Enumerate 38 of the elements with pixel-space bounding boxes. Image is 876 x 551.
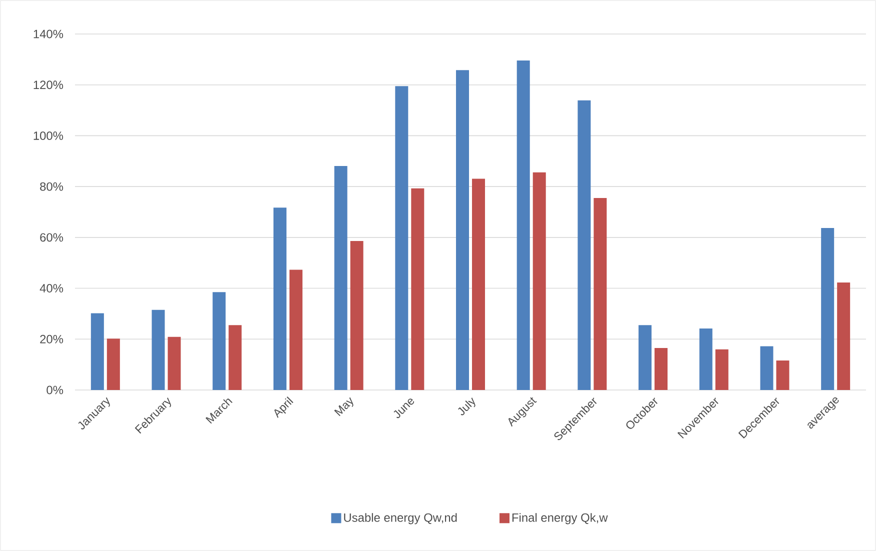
bar (776, 360, 790, 390)
x-tick-label: July (458, 398, 476, 416)
bar (715, 349, 728, 390)
bar (699, 328, 712, 390)
bar (654, 348, 668, 390)
bar (760, 346, 774, 390)
bar (212, 292, 226, 390)
bar (106, 338, 120, 390)
legend-label: Final energy Qk,w (512, 513, 608, 524)
bar (594, 198, 607, 390)
y-tick-label: 20% (40, 334, 64, 344)
bar (456, 70, 470, 390)
x-tick-label: May (334, 397, 354, 416)
y-tick-label: 120% (34, 80, 64, 90)
bar (90, 313, 104, 390)
y-tick-label: 0% (46, 386, 64, 394)
bar (152, 310, 165, 390)
bar (273, 208, 286, 390)
bar (638, 325, 652, 390)
bar (289, 270, 302, 390)
bar (350, 240, 364, 390)
y-tick-label: 40% (40, 284, 64, 293)
bar (516, 60, 530, 390)
bar (837, 282, 850, 390)
y-tick-label: 60% (40, 233, 64, 242)
bar (228, 325, 242, 390)
legend-label: Usable energy Qw,nd (344, 513, 457, 524)
bar (472, 178, 486, 390)
y-tick-label: 80% (40, 182, 64, 191)
bar (821, 228, 834, 390)
bar (395, 86, 408, 390)
bar (334, 166, 348, 390)
y-tick-label: 100% (34, 131, 64, 140)
y-tick-label: 140% (34, 30, 64, 38)
bar (578, 100, 591, 390)
bar (411, 188, 424, 390)
bar (168, 336, 181, 390)
bar (532, 172, 546, 390)
